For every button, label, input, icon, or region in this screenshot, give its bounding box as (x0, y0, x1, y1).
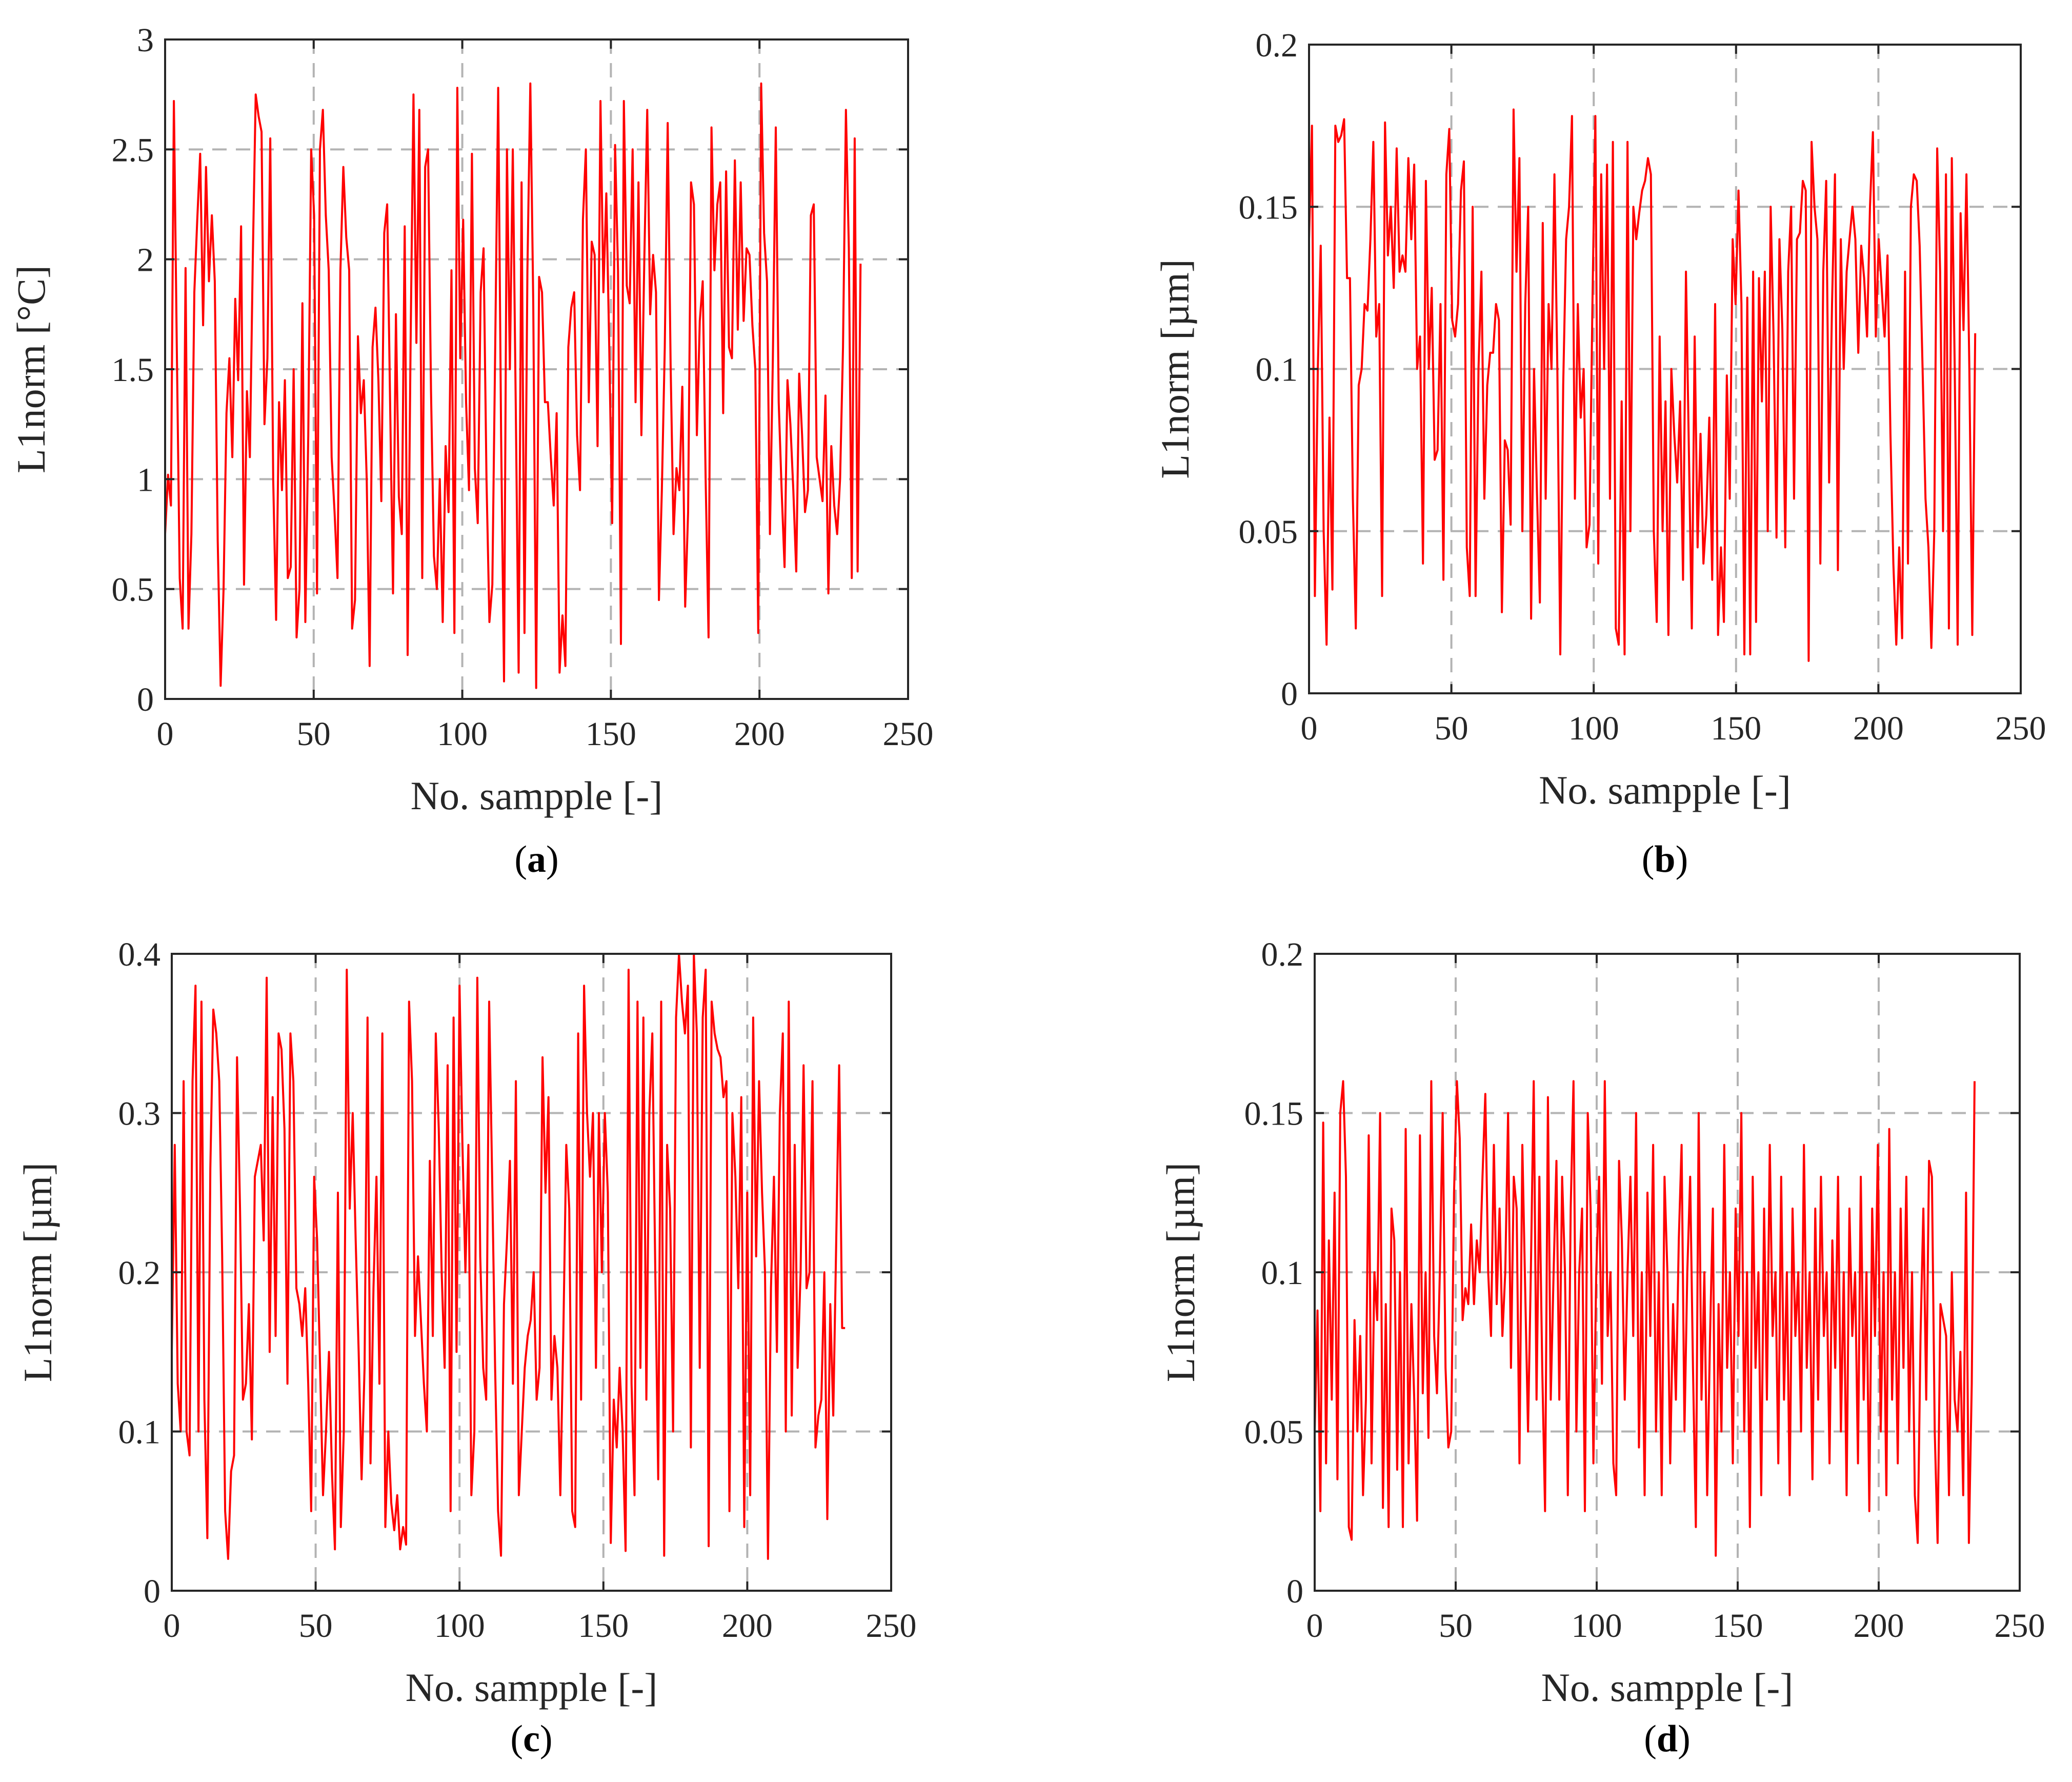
x-tick-label: 100 (1568, 710, 1619, 747)
x-tick-label: 200 (722, 1607, 773, 1645)
x-tick-label: 150 (1711, 710, 1761, 747)
chart-panel-c: 0 50 100 150 200 250 0 0.1 0.2 0.3 0.4 No. sampple … (15, 936, 917, 1760)
y-axis-label: L1norm [µm] (15, 1163, 60, 1382)
panel-caption-letter: b (1654, 838, 1675, 880)
x-tick-label: 150 (1713, 1607, 1763, 1645)
panel-caption: (a) (514, 838, 558, 880)
x-tick-label: 50 (1439, 1607, 1473, 1645)
y-tick-label: 0.2 (118, 1254, 161, 1292)
y-tick-label: 0.1 (118, 1414, 161, 1451)
x-tick-label: 0 (157, 715, 174, 753)
x-tick-label: 0 (1301, 710, 1318, 747)
x-tick-label: 200 (734, 715, 785, 753)
y-tick-label: 0.1 (1261, 1254, 1304, 1292)
x-tick-label: 100 (437, 715, 488, 753)
x-tick-label: 0 (164, 1607, 180, 1645)
y-tick-label: 0 (1281, 675, 1298, 713)
y-tick-label: 0.15 (1239, 189, 1298, 226)
x-tick-label: 250 (883, 715, 934, 753)
panel-caption-letter: d (1657, 1718, 1678, 1760)
series-line-a (164, 82, 862, 689)
y-tick-label: 0.05 (1239, 513, 1298, 551)
y-tick-label: 0.05 (1244, 1414, 1304, 1451)
panel-caption-letter: c (523, 1718, 540, 1760)
y-tick-label: 1 (137, 461, 154, 498)
series-line-d (1314, 1080, 1976, 1557)
panel-caption-letter: a (527, 838, 546, 880)
x-axis-label: No. sampple [-] (406, 1665, 658, 1710)
x-tick-label: 200 (1854, 1607, 1904, 1645)
panel-caption: (b) (1642, 838, 1688, 880)
x-tick-label: 100 (1572, 1607, 1622, 1645)
x-tick-label: 200 (1853, 710, 1904, 747)
x-tick-label: 150 (578, 1607, 629, 1645)
chart-panel-a: 0 50 100 150 200 250 0 0.5 1 1.5 2 2.5 3 No. sampple … (9, 22, 934, 880)
y-tick-label: 0.15 (1244, 1095, 1304, 1133)
chart-panel-b: 0 50 100 150 200 250 0 0.05 0.1 0.15 0.2 No. samppl… (1153, 27, 2046, 880)
y-tick-label: 0.4 (118, 936, 161, 973)
x-tick-label: 50 (299, 1607, 333, 1645)
x-axis-label: No. sampple [-] (411, 773, 663, 818)
y-tick-label: 0.1 (1256, 351, 1298, 389)
x-tick-label: 50 (1435, 710, 1468, 747)
y-tick-label: 0 (1286, 1573, 1303, 1610)
y-tick-label: 0.5 (112, 571, 154, 609)
x-tick-label: 150 (586, 715, 636, 753)
y-axis-label: L1norm [µm] (1153, 259, 1197, 478)
x-tick-label: 50 (297, 715, 331, 753)
x-tick-label: 0 (1306, 1607, 1323, 1645)
y-axis-label: L1norm [°C] (9, 265, 53, 473)
y-tick-label: 0 (137, 681, 154, 718)
x-tick-label: 100 (434, 1607, 485, 1645)
x-tick-label: 250 (866, 1607, 917, 1645)
panel-caption: (d) (1644, 1718, 1690, 1760)
y-axis-label: L1norm [µm] (1158, 1163, 1203, 1382)
y-tick-label: 0.2 (1256, 27, 1298, 64)
x-tick-label: 250 (1996, 710, 2046, 747)
y-tick-label: 2.5 (112, 131, 154, 169)
x-axis-label: No. sampple [-] (1541, 1665, 1794, 1710)
x-tick-label: 250 (1995, 1607, 2045, 1645)
x-axis-label: No. sampple [-] (1539, 768, 1791, 812)
chart-panel-d: 0 50 100 150 200 250 0 0.05 0.1 0.15 0.2 No. samppl… (1158, 936, 2045, 1760)
y-tick-label: 2 (137, 242, 154, 279)
y-tick-label: 0.2 (1261, 936, 1304, 973)
y-tick-label: 0 (144, 1573, 160, 1610)
series-line-c (171, 953, 846, 1560)
panel-caption: (c) (510, 1718, 552, 1760)
series-line-b (1308, 108, 1977, 662)
y-tick-label: 1.5 (112, 351, 154, 389)
y-tick-label: 0.3 (118, 1095, 161, 1133)
y-tick-label: 3 (137, 22, 154, 59)
